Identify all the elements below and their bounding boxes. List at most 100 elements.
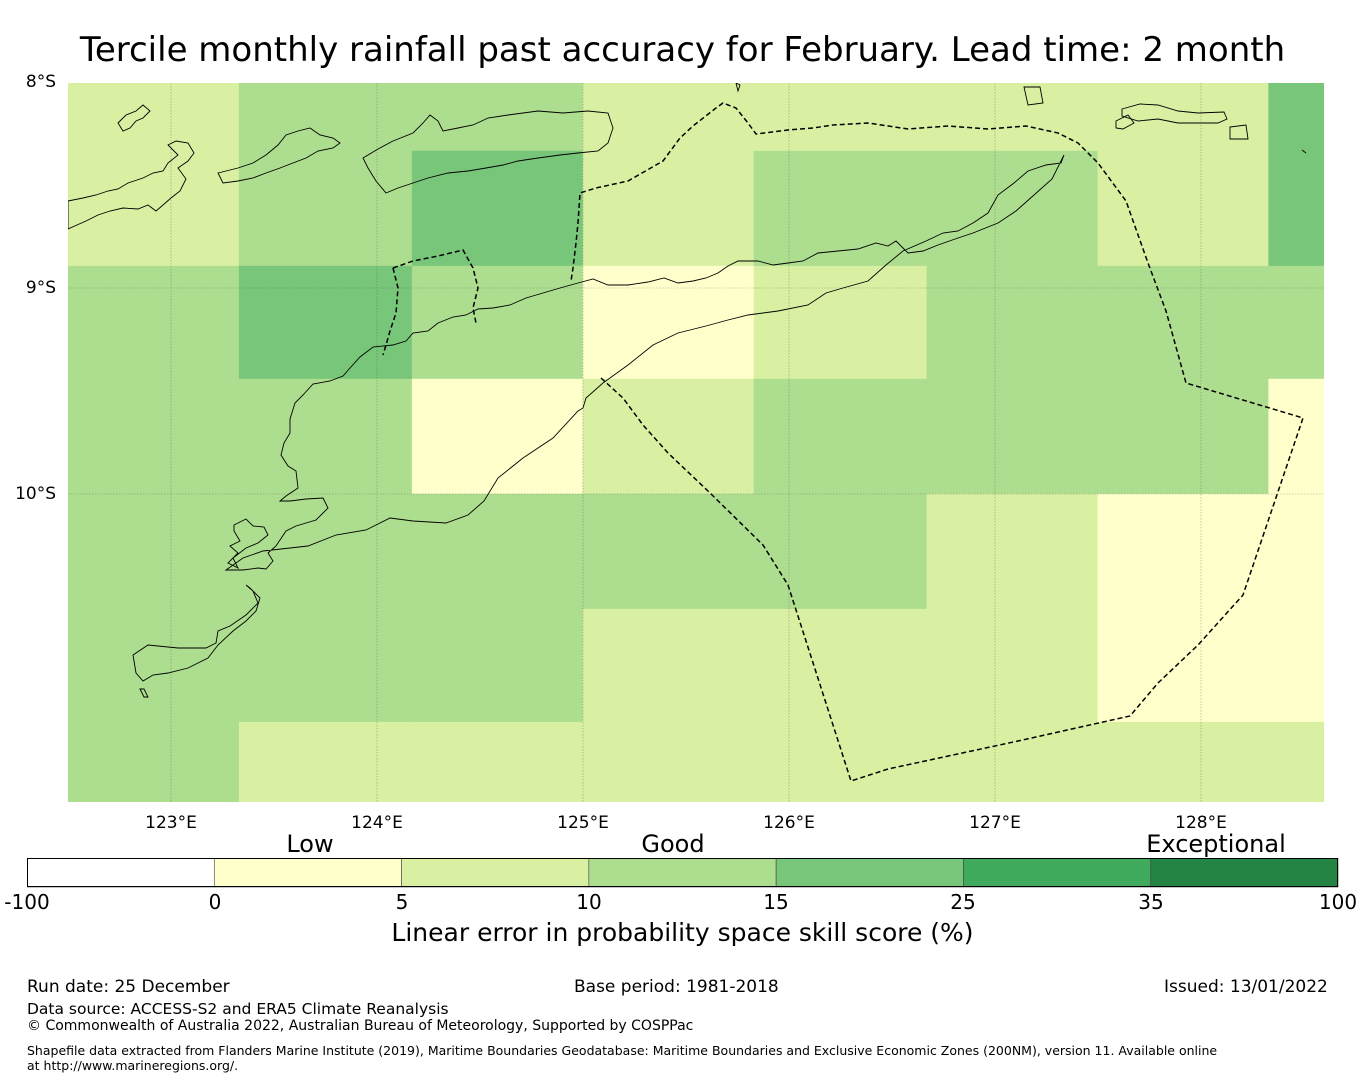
coastline-lembata (117, 104, 151, 132)
coastline-flores-east (68, 140, 195, 230)
coastline-timor (224, 154, 1065, 571)
grid-cell (238, 265, 413, 380)
grid-cell (1268, 150, 1324, 267)
coastline-alor-1 (217, 127, 341, 184)
grid-cell (238, 150, 413, 267)
grid-cell (926, 608, 1099, 723)
grid-cell (753, 608, 928, 723)
grid-cell (582, 378, 755, 495)
grid-cell (926, 265, 1099, 380)
grid-cell (753, 83, 928, 152)
coastlines (68, 83, 1307, 698)
colorbar-label: Linear error in probability space skill … (391, 918, 974, 947)
grid-cell (753, 378, 928, 495)
base-period: Base period: 1981-2018 (574, 977, 779, 997)
legend-category-good: Good (641, 830, 705, 858)
grid-cell (1268, 608, 1324, 723)
lon-label-123e: 123°E (145, 813, 197, 833)
coastline-alor-2 (362, 110, 614, 194)
coastline-sawu (132, 584, 261, 682)
colorbar-tick: 0 (208, 890, 222, 914)
shapefile-note: Shapefile data extracted from Flanders M… (27, 1043, 1218, 1073)
lon-label-128e: 128°E (1175, 813, 1227, 833)
colorbar-tick: 35 (1138, 890, 1164, 914)
grid-cell (238, 608, 413, 723)
grid-cell (1097, 378, 1269, 495)
lon-label-125e: 125°E (557, 813, 609, 833)
colorbar-segment (401, 858, 590, 888)
coastline-rote (227, 518, 269, 570)
grid-cell (1268, 265, 1324, 380)
lat-label-8s: 8°S (25, 72, 56, 92)
grid-cell (1268, 721, 1324, 802)
grid-cell (238, 721, 413, 802)
lat-label-10s: 10°S (15, 484, 56, 504)
grid-cell (1097, 493, 1269, 610)
colorbar-tick: 25 (950, 890, 976, 914)
grid-cell (238, 493, 413, 610)
grid-cell (1268, 493, 1324, 610)
grid-cell (753, 150, 928, 267)
grid-cell (582, 265, 755, 380)
coastline-kisar (1115, 114, 1135, 130)
grid-cell (411, 378, 584, 495)
grid-cell (582, 83, 755, 152)
boundary-oecusse-2 (392, 249, 479, 324)
grid-cell (68, 721, 240, 802)
grid-cell (582, 493, 755, 610)
colorbar-segment (963, 858, 1152, 888)
grid-cell (68, 83, 240, 152)
colorbar-segment (1150, 858, 1339, 888)
grid-cell (411, 83, 584, 152)
grid-cell (68, 265, 240, 380)
grid-cell (68, 493, 240, 610)
colorbar-segment (27, 858, 215, 888)
lat-label-9s: 9°S (25, 278, 56, 298)
skill-grid (68, 83, 1324, 802)
coastline-islet (139, 688, 149, 698)
grid-cell (753, 265, 928, 380)
grid-cell (68, 378, 240, 495)
grid-cell (582, 721, 755, 802)
grid-cell (753, 721, 928, 802)
colorbar-segment (775, 858, 964, 888)
coastline-wetar (1121, 103, 1228, 124)
grid-cell (411, 493, 584, 610)
coastline-leti (1229, 124, 1249, 140)
grid-cell (926, 493, 1099, 610)
grid-cell (1268, 83, 1324, 152)
boundary-oecusse (382, 267, 399, 356)
grid-cell (1097, 150, 1269, 267)
grid-cell (1097, 721, 1269, 802)
grid-cell (68, 150, 240, 267)
grid-cell (753, 493, 928, 610)
coastline-atauro (1023, 86, 1044, 106)
coastline-alor-west (735, 83, 741, 93)
grid-cell (238, 83, 413, 152)
legend-category-low: Low (286, 830, 334, 858)
issued-date: Issued: 13/01/2022 (1164, 977, 1328, 997)
copyright: © Commonwealth of Australia 2022, Austra… (27, 1018, 694, 1034)
data-source: Data source: ACCESS-S2 and ERA5 Climate … (27, 1000, 449, 1018)
run-date: Run date: 25 December (27, 977, 230, 997)
boundaries (382, 102, 1304, 782)
coastline-jaco (1301, 149, 1307, 154)
colorbar-tick: 5 (395, 890, 409, 914)
grid-cell (926, 150, 1099, 267)
grid-cell (926, 378, 1099, 495)
colorbar (27, 858, 1339, 888)
grid-cell (68, 608, 240, 723)
grid-cell (582, 608, 755, 723)
lon-label-127e: 127°E (969, 813, 1021, 833)
colorbar-frame (27, 858, 1338, 887)
colorbar-tick: -100 (4, 890, 50, 914)
colorbar-segment (588, 858, 777, 888)
colorbar-segment (213, 858, 402, 888)
grid-cell (1097, 265, 1269, 380)
graticule (68, 83, 1324, 802)
grid-cell (582, 150, 755, 267)
lon-label-124e: 124°E (351, 813, 403, 833)
grid-cell (238, 378, 413, 495)
grid-cell (411, 608, 584, 723)
grid-cell (411, 265, 584, 380)
